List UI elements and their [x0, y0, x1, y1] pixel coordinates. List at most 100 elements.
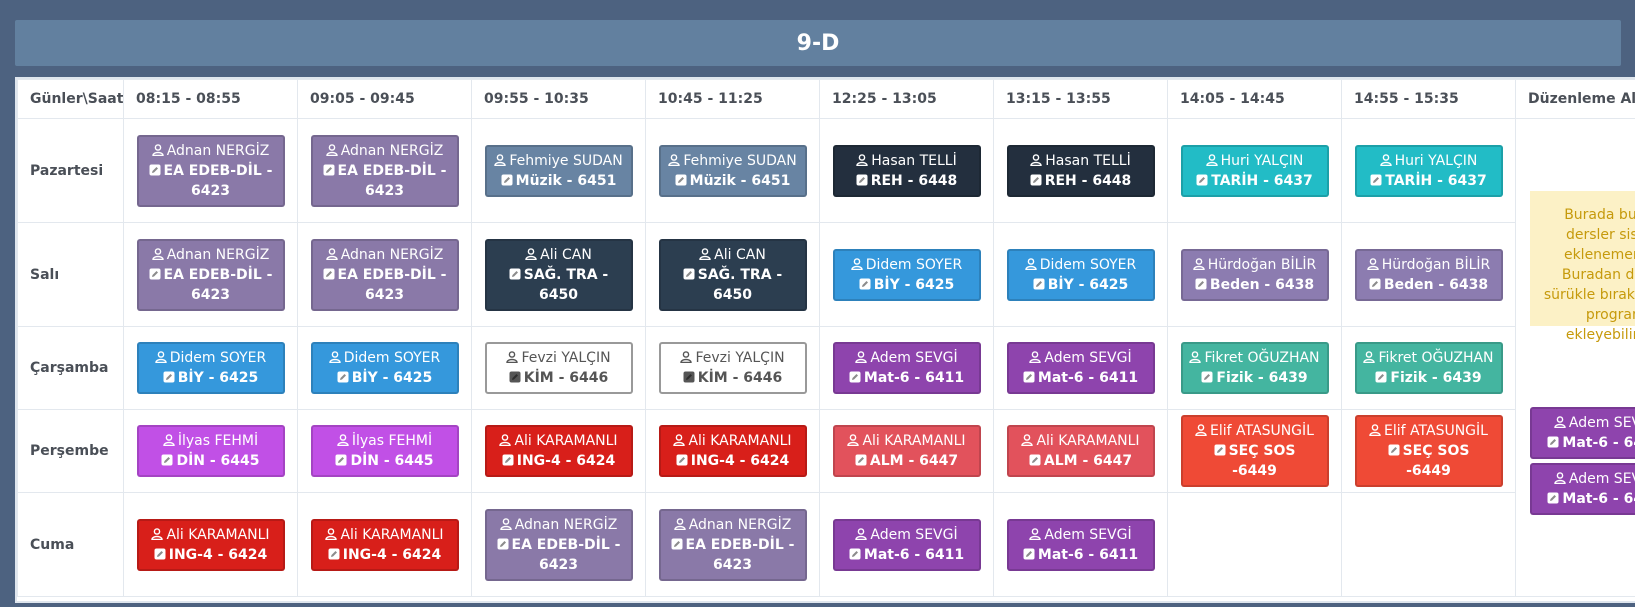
lesson-card[interactable]: Ali KARAMANLI ALM - 6447: [832, 425, 981, 477]
lesson-card[interactable]: İlyas FEHMİ DİN - 6445: [136, 425, 285, 477]
lesson-line: BİY - 6425: [1015, 275, 1147, 295]
slot: Hasan TELLİ REH - 6448: [819, 118, 994, 223]
lesson-name: ALM - 6447: [1043, 453, 1133, 469]
teacher-line: Elif ATASUNGİL: [1189, 421, 1321, 441]
lesson-card[interactable]: Adem SEVGİ Mat-6 - 6411: [1530, 463, 1635, 515]
lesson-card[interactable]: Fikret OĞUZHAN Fizik - 6439: [1354, 342, 1503, 394]
user-icon: [855, 351, 868, 364]
lesson-card[interactable]: Hasan TELLİ REH - 6448: [832, 144, 981, 197]
lesson-card[interactable]: Adem SEVGİ Mat-6 - 6411: [832, 342, 981, 394]
lesson-name: Beden - 6438: [1383, 276, 1489, 293]
lesson-card[interactable]: Fikret OĞUZHAN Fizik - 6439: [1180, 342, 1329, 394]
table-body: Pazartesi Adnan NERGİZ EA EDEB-DİL - 6423 A…: [17, 118, 1635, 597]
user-icon: [1193, 257, 1205, 270]
teacher-name: Fevzi YALÇIN: [695, 350, 785, 366]
lesson-card[interactable]: Adem SEVGİ Mat-6 - 6411: [1006, 518, 1155, 571]
lesson-name: Mat-6 - 6411: [863, 546, 965, 563]
lesson-name: SAĞ. TRA - 6450: [697, 266, 788, 303]
slot: Ali KARAMANLI ING-4 - 6424: [471, 409, 646, 493]
teacher-name: Adem SEVGİ: [1568, 471, 1635, 487]
slot: Adnan NERGİZ EA EDEB-DİL - 6423: [471, 492, 646, 597]
user-icon: [1379, 153, 1392, 166]
lesson-line: EA EDEB-DİL - 6423: [145, 265, 277, 305]
lesson-card[interactable]: Elif ATASUNGİL SEÇ SOS -6449: [1354, 415, 1503, 487]
lesson-line: EA EDEB-DİL - 6423: [319, 161, 451, 201]
lesson-card[interactable]: İlyas FEHMİ DİN - 6445: [310, 425, 459, 477]
lesson-card[interactable]: Ali CAN SAĞ. TRA - 6450: [484, 238, 633, 311]
lesson-line: ALM - 6447: [841, 451, 973, 471]
lesson-card[interactable]: Fehmiye SUDAN Müzik - 6451: [484, 144, 633, 197]
lesson-card[interactable]: Ali CAN SAĞ. TRA - 6450: [658, 238, 807, 311]
teacher-line: Adem SEVGİ: [841, 525, 973, 545]
teacher-name: Ali CAN: [540, 246, 592, 263]
teacher-line: Hasan TELLİ: [841, 151, 973, 171]
user-icon: [1030, 153, 1042, 166]
edit-icon: [1375, 371, 1387, 383]
lesson-card[interactable]: Adnan NERGİZ EA EDEB-DİL - 6423: [658, 508, 807, 581]
lesson-card[interactable]: Ali KARAMANLI ING-4 - 6424: [658, 425, 807, 477]
lesson-card[interactable]: Adnan NERGİZ EA EDEB-DİL - 6423: [310, 134, 459, 207]
lesson-card[interactable]: Adnan NERGİZ EA EDEB-DİL - 6423: [484, 508, 633, 581]
teacher-line: Adnan NERGİZ: [493, 515, 625, 535]
edit-icon: [1023, 548, 1035, 559]
user-icon: [1021, 434, 1034, 447]
lesson-card[interactable]: Huri YALÇIN TARİH - 6437: [1354, 144, 1503, 197]
lesson-name: Müzik - 6451: [689, 172, 791, 189]
lesson-card[interactable]: Didem SOYER BİY - 6425: [1006, 248, 1155, 301]
lesson-line: ING-4 - 6424: [145, 545, 277, 565]
lesson-line: SEÇ SOS -6449: [1189, 441, 1321, 481]
lesson-card[interactable]: Huri YALÇIN TARİH - 6437: [1180, 144, 1329, 197]
lesson-card[interactable]: Didem SOYER BİY - 6425: [136, 342, 285, 394]
lesson-name: TARİH - 6437: [1211, 172, 1313, 189]
card-pool: Adem SEVGİ Mat-6 - 6411 Adem SEVGİ Mat-6 - …: [1530, 407, 1635, 519]
lesson-card[interactable]: Ali KARAMANLI ING-4 - 6424: [484, 425, 633, 477]
lesson-card[interactable]: Hasan TELLİ REH - 6448: [1006, 144, 1155, 197]
teacher-line: Didem SOYER: [841, 255, 973, 275]
day-row: Pazartesi Adnan NERGİZ EA EDEB-DİL - 6423 A…: [17, 118, 1635, 597]
teacher-line: Fehmiye SUDAN: [493, 151, 625, 171]
lesson-line: Mat-6 - 6411: [1015, 545, 1147, 565]
teacher-line: Adem SEVGİ: [1538, 413, 1635, 433]
lesson-card[interactable]: Adnan NERGİZ EA EDEB-DİL - 6423: [310, 238, 459, 311]
edit-icon: [849, 548, 861, 559]
edit-icon: [671, 538, 683, 549]
lesson-card[interactable]: Adem SEVGİ Mat-6 - 6411: [832, 518, 981, 571]
edit-icon: [683, 371, 695, 383]
teacher-name: Hürdoğan BİLİR: [1381, 256, 1491, 273]
lesson-card[interactable]: Fehmiye SUDAN Müzik - 6451: [658, 144, 807, 197]
lesson-card[interactable]: Adnan NERGİZ EA EDEB-DİL - 6423: [136, 238, 285, 311]
lesson-card[interactable]: Ali KARAMANLI ING-4 - 6424: [310, 518, 459, 571]
lesson-card[interactable]: Ali KARAMANLI ING-4 - 6424: [136, 518, 285, 571]
lesson-name: REH - 6448: [1044, 172, 1132, 189]
lesson-card[interactable]: Elif ATASUNGİL SEÇ SOS -6449: [1180, 415, 1329, 487]
lesson-card[interactable]: Ali KARAMANLI ALM - 6447: [1006, 425, 1155, 477]
lesson-card[interactable]: Didem SOYER BİY - 6425: [832, 248, 981, 301]
lesson-line: Müzik - 6451: [667, 171, 799, 191]
slot: Ali KARAMANLI ALM - 6447: [819, 409, 994, 493]
lesson-card[interactable]: Adem SEVGİ Mat-6 - 6411: [1530, 407, 1635, 459]
lesson-name: Mat-6 - 6411: [1562, 435, 1635, 451]
column-header: 08:15 - 08:55: [123, 79, 298, 119]
teacher-name: Adnan NERGİZ: [340, 142, 444, 159]
edit-icon: [1369, 278, 1381, 289]
teacher-name: Hürdoğan BİLİR: [1207, 256, 1317, 273]
lesson-card[interactable]: Didem SOYER BİY - 6425: [310, 342, 459, 394]
teacher-name: Elif ATASUNGİL: [1210, 423, 1314, 439]
day-row: Salı Adnan NERGİZ EA EDEB-DİL - 6423 Adnan …: [17, 222, 1635, 327]
lesson-card[interactable]: Fevzi YALÇIN KİM - 6446: [658, 342, 807, 394]
teacher-name: Fikret OĞUZHAN: [1204, 350, 1320, 366]
lesson-card[interactable]: Adnan NERGİZ EA EDEB-DİL - 6423: [136, 134, 285, 207]
lesson-name: ING-4 - 6424: [516, 453, 616, 469]
column-header: Günler\Saat: [17, 79, 124, 119]
slot: Hasan TELLİ REH - 6448: [993, 118, 1168, 223]
lesson-card[interactable]: Hürdoğan BİLİR Beden - 6438: [1180, 248, 1329, 301]
lesson-card[interactable]: Adem SEVGİ Mat-6 - 6411: [1006, 342, 1155, 394]
lesson-card[interactable]: Hürdoğan BİLİR Beden - 6438: [1354, 248, 1503, 301]
edit-icon: [149, 268, 161, 279]
lesson-line: SEÇ SOS -6449: [1363, 441, 1495, 481]
edit-icon: [509, 268, 521, 279]
teacher-name: Ali KARAMANLI: [514, 433, 618, 449]
teacher-line: İlyas FEHMİ: [145, 431, 277, 451]
lesson-card[interactable]: Fevzi YALÇIN KİM - 6446: [484, 342, 633, 394]
slot: Ali CAN SAĞ. TRA - 6450: [471, 222, 646, 327]
